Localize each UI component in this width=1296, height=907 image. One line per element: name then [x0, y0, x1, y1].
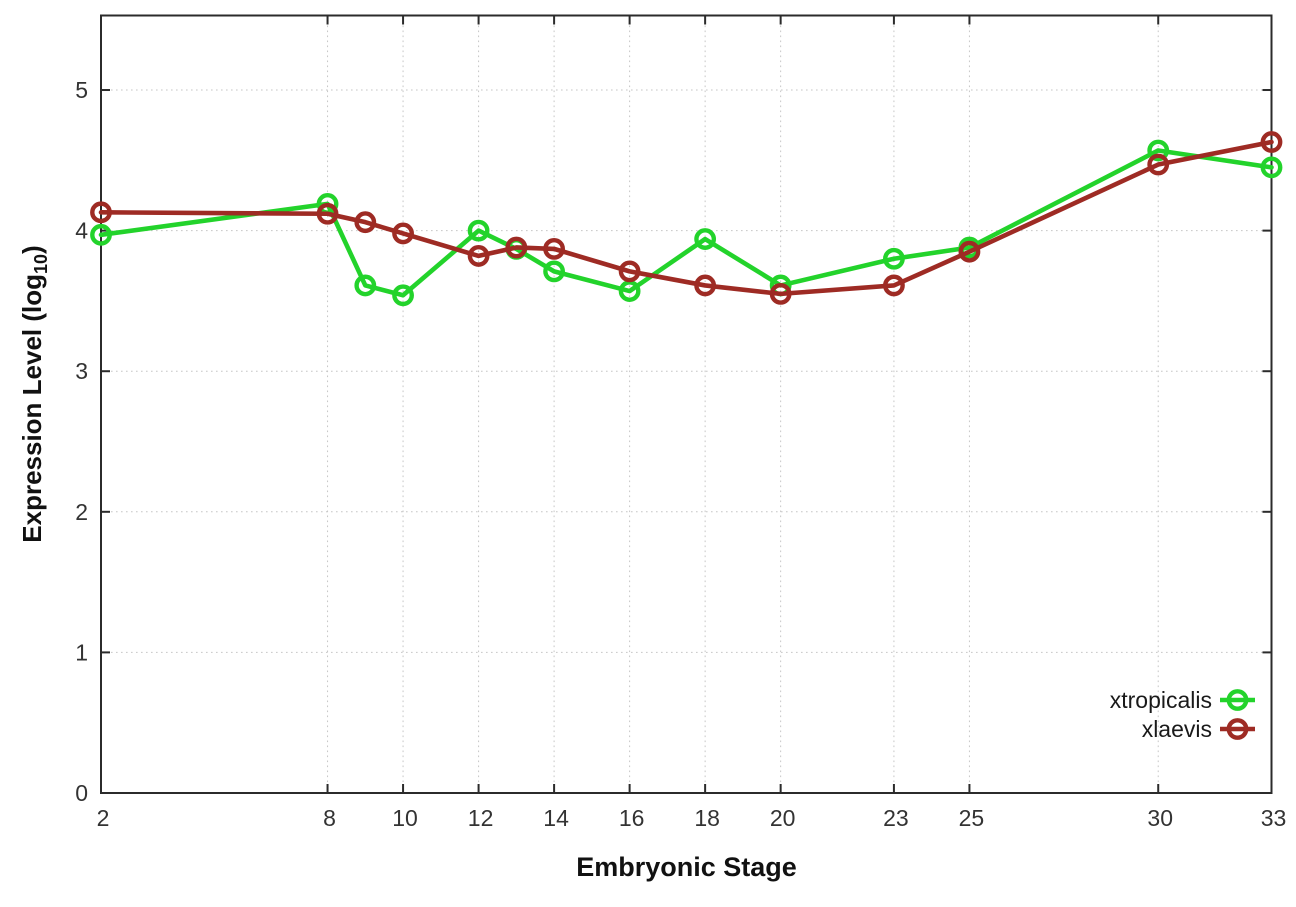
series-xtropicalis-point-33 — [1260, 156, 1283, 179]
series-xlaevis-point-10 — [392, 222, 414, 245]
x-tick-label-30: 30 — [1147, 805, 1173, 831]
series-xtropicalis-point-16 — [618, 280, 641, 302]
series-xlaevis-point-12 — [467, 245, 490, 267]
x-tick-label-8: 8 — [323, 805, 336, 831]
series-xlaevis-point-13 — [505, 236, 528, 259]
series-xlaevis-point-23 — [883, 274, 905, 297]
series-xtropicalis-point-2 — [90, 223, 112, 246]
y-tick-label-0: 0 — [75, 780, 88, 806]
series-xlaevis-point-2 — [90, 201, 112, 224]
series-xlaevis-point-18 — [694, 274, 717, 297]
x-tick-label-14: 14 — [543, 805, 569, 831]
series-xtropicalis-point-10 — [392, 284, 414, 307]
series-xtropicalis-point-23 — [883, 247, 905, 270]
x-tick-label-20: 20 — [770, 805, 796, 831]
x-tick-label-2: 2 — [97, 805, 110, 831]
series-xlaevis-point-30 — [1147, 153, 1170, 176]
x-tick-label-16: 16 — [619, 805, 645, 831]
y-axis-title: Expression Level (log10) — [16, 194, 51, 594]
x-tick-label-23: 23 — [883, 805, 909, 831]
y-tick-label-4: 4 — [75, 218, 88, 244]
legend-sample-marker-xtropicalis — [1226, 689, 1249, 711]
series-xtropicalis-line — [98, 148, 1274, 298]
series-xlaevis-point-8 — [316, 202, 339, 225]
plot-border — [100, 14, 1273, 794]
y-tick-label-1: 1 — [75, 639, 88, 665]
series-xlaevis-point-20 — [769, 282, 792, 305]
y-tick-label-2: 2 — [75, 499, 88, 525]
legend-sample-marker-xlaevis — [1226, 718, 1249, 740]
series-xlaevis-line — [98, 139, 1274, 297]
y-tick-label-3: 3 — [75, 358, 88, 384]
x-tick-label-25: 25 — [959, 805, 985, 831]
y-tick-label-5: 5 — [75, 77, 88, 103]
series-xlaevis-point-16 — [618, 260, 641, 283]
x-tick-label-10: 10 — [392, 805, 418, 831]
series-xtropicalis-point-12 — [467, 219, 490, 242]
x-tick-label-33: 33 — [1261, 805, 1287, 831]
y-axis-title-text: Expression Level (log — [17, 273, 47, 543]
legend-label-xtropicalis: xtropicalis — [1110, 687, 1212, 713]
y-axis-title-subscript: 10 — [31, 253, 51, 274]
x-tick-label-18: 18 — [694, 805, 720, 831]
series-xlaevis-point-9 — [354, 211, 377, 234]
series-xtropicalis-point-30 — [1147, 139, 1170, 162]
legend-label-xlaevis: xlaevis — [1142, 716, 1212, 742]
x-tick-label-12: 12 — [468, 805, 494, 831]
series-xtropicalis-point-14 — [543, 260, 565, 283]
series-xlaevis-point-33 — [1260, 131, 1283, 153]
y-axis-title-suffix: ) — [17, 245, 47, 254]
series-xlaevis-point-25 — [958, 240, 981, 263]
series-xlaevis-point-14 — [543, 237, 565, 260]
series-xtropicalis-point-9 — [354, 274, 377, 297]
series-xtropicalis-point-18 — [694, 228, 717, 250]
x-axis-title: Embryonic Stage — [576, 852, 797, 882]
